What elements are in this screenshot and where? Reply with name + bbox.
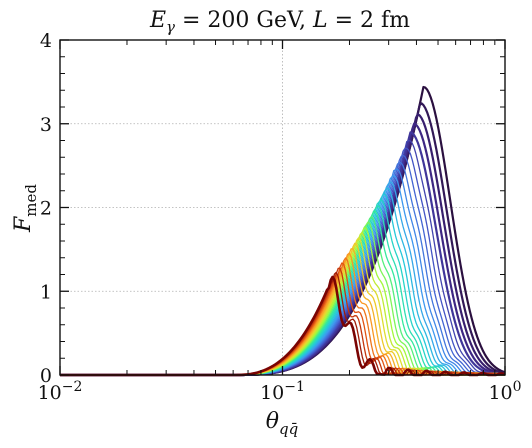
x-tick-label: 100 xyxy=(488,379,521,404)
y-tick-label: 4 xyxy=(40,30,52,52)
y-tick-label: 3 xyxy=(40,114,52,136)
y-axis-label: Fmed xyxy=(11,184,40,233)
y-tick-label: 0 xyxy=(40,365,52,387)
grid-lines xyxy=(59,39,506,376)
axis-ticks xyxy=(59,39,506,376)
chart-title: Eγ = 200 GeV, L = 2 fm xyxy=(149,8,410,36)
y-tick-label: 2 xyxy=(40,198,52,220)
y-tick-label: 1 xyxy=(40,281,52,303)
x-axis-label: θqq̄ xyxy=(266,409,298,438)
x-tick-label: 10−2 xyxy=(38,379,83,404)
tick-labels: 10−2 10−1 100 0 1 2 3 4 xyxy=(38,30,522,404)
x-tick-label: 10−1 xyxy=(260,379,305,404)
